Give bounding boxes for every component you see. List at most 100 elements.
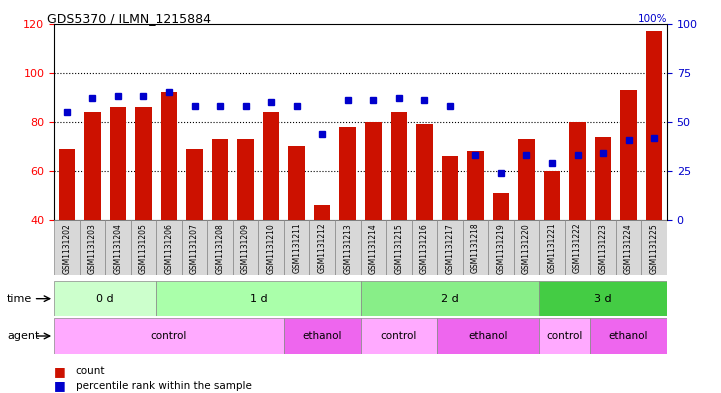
Bar [309, 220, 335, 275]
Bar [360, 318, 437, 354]
Text: GSM1131207: GSM1131207 [190, 223, 199, 274]
Text: percentile rank within the sample: percentile rank within the sample [76, 381, 252, 391]
Bar [590, 318, 667, 354]
Text: GSM1131208: GSM1131208 [216, 223, 224, 274]
Bar [263, 112, 280, 220]
Bar [182, 220, 208, 275]
Text: time: time [7, 294, 32, 304]
Bar [539, 281, 667, 316]
Bar [539, 220, 565, 275]
Bar [54, 318, 284, 354]
Text: GSM1131220: GSM1131220 [522, 223, 531, 274]
Bar [616, 220, 642, 275]
Bar [208, 220, 233, 275]
Bar [340, 127, 356, 220]
Text: GSM1131223: GSM1131223 [598, 223, 608, 274]
Bar [441, 156, 458, 220]
Text: agent: agent [7, 331, 40, 341]
Bar [237, 139, 254, 220]
Text: GSM1131215: GSM1131215 [394, 223, 403, 274]
Text: GSM1131225: GSM1131225 [650, 223, 659, 274]
Text: GSM1131202: GSM1131202 [62, 223, 71, 274]
Text: GSM1131211: GSM1131211 [292, 223, 301, 274]
Bar [539, 318, 590, 354]
Bar [492, 193, 509, 220]
Text: GSM1131209: GSM1131209 [241, 223, 250, 274]
Bar [391, 112, 407, 220]
Bar [186, 149, 203, 220]
Bar [54, 220, 79, 275]
Bar [620, 90, 637, 220]
Bar [54, 281, 156, 316]
Text: ethanol: ethanol [609, 331, 648, 341]
Bar [110, 107, 126, 220]
Text: GSM1131219: GSM1131219 [497, 223, 505, 274]
Text: control: control [151, 331, 187, 341]
Text: ethanol: ethanol [469, 331, 508, 341]
Text: ■: ■ [54, 379, 66, 393]
Bar [518, 139, 535, 220]
Text: GSM1131204: GSM1131204 [113, 223, 123, 274]
Bar [360, 281, 539, 316]
Bar [258, 220, 284, 275]
Bar [284, 220, 309, 275]
Bar [233, 220, 258, 275]
Bar [79, 220, 105, 275]
Bar [105, 220, 131, 275]
Bar [360, 220, 386, 275]
Text: GSM1131221: GSM1131221 [547, 223, 557, 274]
Bar [416, 124, 433, 220]
Bar [284, 318, 360, 354]
Bar [412, 220, 437, 275]
Text: GSM1131205: GSM1131205 [139, 223, 148, 274]
Bar [570, 122, 586, 220]
Bar [513, 220, 539, 275]
Text: GSM1131216: GSM1131216 [420, 223, 429, 274]
Bar [288, 146, 305, 220]
Bar [463, 220, 488, 275]
Text: GSM1131218: GSM1131218 [471, 223, 480, 274]
Text: GSM1131213: GSM1131213 [343, 223, 353, 274]
Bar [161, 92, 177, 220]
Bar [58, 149, 75, 220]
Text: control: control [547, 331, 583, 341]
Text: GSM1131222: GSM1131222 [573, 223, 582, 274]
Bar [314, 205, 330, 220]
Bar [437, 318, 539, 354]
Text: ethanol: ethanol [302, 331, 342, 341]
Text: GSM1131203: GSM1131203 [88, 223, 97, 274]
Bar [565, 220, 590, 275]
Bar [131, 220, 156, 275]
Text: control: control [381, 331, 417, 341]
Bar [386, 220, 412, 275]
Bar [437, 220, 463, 275]
Bar [365, 122, 381, 220]
Text: 0 d: 0 d [97, 294, 114, 304]
Text: GSM1131206: GSM1131206 [164, 223, 174, 274]
Bar [646, 31, 663, 220]
Text: count: count [76, 366, 105, 376]
Text: GSM1131210: GSM1131210 [267, 223, 275, 274]
Text: GSM1131214: GSM1131214 [368, 223, 378, 274]
Bar [467, 151, 484, 220]
Text: GSM1131217: GSM1131217 [446, 223, 454, 274]
Text: 2 d: 2 d [441, 294, 459, 304]
Bar [590, 220, 616, 275]
Bar [642, 220, 667, 275]
Text: 3 d: 3 d [594, 294, 612, 304]
Bar [212, 139, 229, 220]
Text: GDS5370 / ILMN_1215884: GDS5370 / ILMN_1215884 [47, 12, 211, 25]
Bar [156, 220, 182, 275]
Bar [544, 171, 560, 220]
Text: GSM1131212: GSM1131212 [318, 223, 327, 274]
Bar [156, 281, 360, 316]
Bar [135, 107, 151, 220]
Bar [84, 112, 101, 220]
Bar [488, 220, 514, 275]
Text: 1 d: 1 d [249, 294, 267, 304]
Bar [335, 220, 360, 275]
Text: 100%: 100% [637, 14, 667, 24]
Text: GSM1131224: GSM1131224 [624, 223, 633, 274]
Text: ■: ■ [54, 365, 66, 378]
Bar [595, 136, 611, 220]
